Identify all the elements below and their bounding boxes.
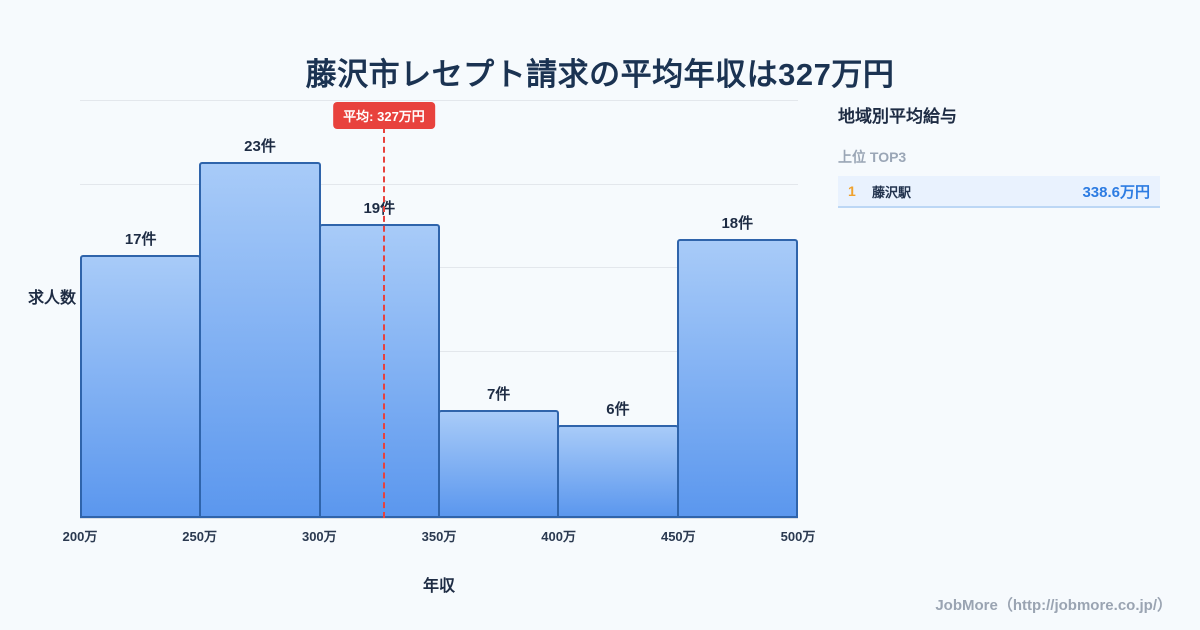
x-tick-label: 350万	[421, 529, 457, 544]
region-rank: 1	[848, 183, 856, 199]
histogram-bar	[199, 162, 321, 518]
bar-value-label: 17件	[124, 231, 157, 248]
x-tick-label: 250万	[182, 529, 218, 544]
region-list: 1 藤沢駅 338.6万円	[838, 176, 1160, 208]
bar-slot: 18件	[676, 100, 798, 518]
x-tick-label: 450万	[660, 529, 696, 544]
x-tick-label: 500万	[780, 529, 816, 544]
x-tick-label: 400万	[541, 529, 577, 544]
gridline	[80, 100, 798, 101]
x-axis-title: 年収	[422, 578, 455, 595]
sidebar-subheading: 上位 TOP3	[838, 149, 907, 165]
bar-slot: 19件	[318, 100, 440, 518]
footer-credit: JobMore（http://jobmore.co.jp/）	[935, 597, 1172, 614]
bar-slot: 17件	[80, 100, 202, 518]
gridline	[80, 184, 798, 185]
gridline	[80, 518, 798, 519]
bar-slot: 6件	[557, 100, 679, 518]
y-axis-title: 求人数	[28, 290, 77, 307]
bar-slot: 23件	[199, 100, 321, 518]
x-tick-label: 300万	[301, 529, 337, 544]
histogram-bar	[437, 410, 560, 518]
histogram-bar	[318, 224, 440, 518]
page-title: 藤沢市レセプト請求の平均年収は327万円	[305, 56, 895, 92]
bars: 17件 23件 19件 7件 6件 18件	[80, 100, 798, 518]
bar-slot: 7件	[437, 100, 560, 518]
histogram-bar	[676, 239, 798, 518]
region-name: 藤沢駅	[872, 184, 912, 200]
sidebar-heading: 地域別平均給与	[838, 107, 957, 126]
average-line	[383, 127, 385, 518]
bar-value-label: 19件	[363, 200, 396, 217]
plot-area: 17件 23件 19件 7件 6件 18件	[80, 100, 798, 519]
histogram-bar	[80, 255, 202, 518]
bar-value-label: 23件	[244, 138, 276, 155]
x-axis-labels: 200万 250万 300万 350万 400万 450万 500万	[63, 526, 816, 544]
bar-value-label: 7件	[486, 386, 511, 403]
bar-value-label: 6件	[606, 401, 630, 418]
histogram-bar	[557, 425, 679, 518]
region-row: 1 藤沢駅 338.6万円	[838, 176, 1160, 208]
x-tick-label: 200万	[62, 529, 98, 544]
bar-value-label: 18件	[721, 215, 754, 232]
region-value: 338.6万円	[1082, 183, 1150, 201]
average-label: 平均: 327万円	[333, 102, 435, 129]
